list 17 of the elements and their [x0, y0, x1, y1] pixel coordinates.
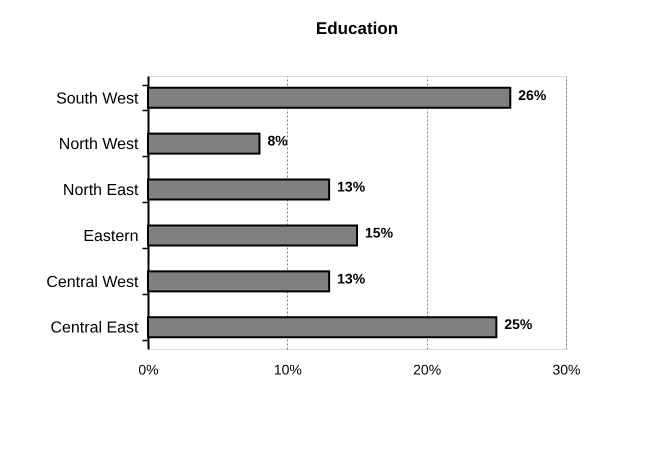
chart-title: Education — [316, 19, 398, 38]
x-tick-label: 0% — [138, 362, 159, 378]
data-label: 13% — [337, 178, 366, 195]
y-tick-label: North East — [62, 182, 140, 200]
y-tick-label: Central West — [46, 274, 140, 291]
data-label: 15% — [365, 224, 394, 240]
y-tick-label: Eastern — [83, 228, 138, 245]
data-label: 13% — [337, 270, 366, 286]
data-label: 8% — [267, 132, 288, 149]
x-tick-label: 20% — [413, 362, 442, 378]
x-tick-label: 10% — [274, 362, 302, 378]
data-label: 26% — [518, 86, 547, 103]
y-tick-label: South West — [56, 90, 140, 108]
data-label: 25% — [504, 316, 533, 332]
y-tick-label: North West — [58, 136, 140, 154]
x-tick-label: 30% — [552, 362, 581, 378]
y-tick-label: Central East — [50, 320, 140, 337]
